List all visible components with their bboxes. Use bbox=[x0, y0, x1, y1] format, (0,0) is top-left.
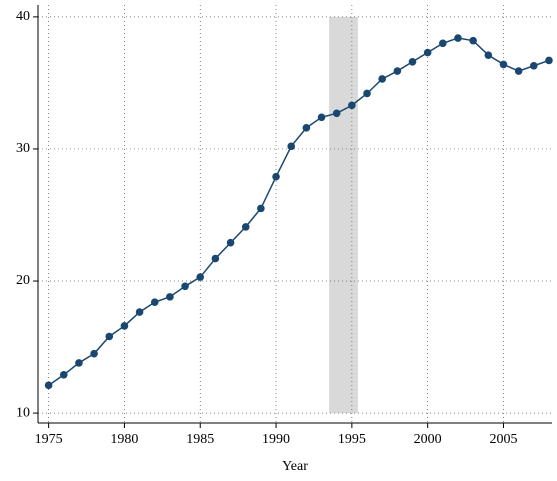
data-point bbox=[272, 172, 280, 181]
y-tick-label: 40 bbox=[16, 9, 30, 24]
data-point bbox=[105, 332, 114, 341]
x-tick-label: 2005 bbox=[489, 432, 517, 447]
data-point bbox=[302, 124, 311, 132]
data-point bbox=[439, 39, 447, 48]
data-point bbox=[393, 67, 402, 75]
data-point bbox=[257, 204, 265, 213]
data-point bbox=[317, 113, 326, 122]
data-line bbox=[48, 37, 550, 386]
data-point bbox=[241, 223, 250, 231]
shaded-region bbox=[329, 16, 358, 414]
y-tick-label: 10 bbox=[16, 405, 30, 420]
data-point bbox=[332, 109, 341, 118]
data-point bbox=[469, 36, 477, 45]
data-point bbox=[90, 349, 98, 358]
data-point bbox=[530, 61, 538, 70]
data-point bbox=[454, 34, 462, 42]
x-tick-label: 1985 bbox=[186, 432, 214, 447]
y-tick-label: 20 bbox=[16, 273, 30, 288]
data-point bbox=[181, 282, 189, 291]
data-point bbox=[150, 298, 159, 306]
x-tick-label: 1995 bbox=[338, 432, 366, 447]
data-point bbox=[226, 238, 235, 247]
x-axis-label: Year bbox=[282, 459, 308, 474]
data-point bbox=[514, 67, 523, 75]
x-tick-label: 1975 bbox=[35, 432, 63, 447]
data-point bbox=[135, 308, 144, 316]
data-point bbox=[166, 293, 174, 301]
data-point bbox=[348, 101, 356, 110]
data-point bbox=[423, 48, 432, 57]
data-point bbox=[363, 89, 371, 98]
data-point bbox=[196, 273, 205, 281]
data-point bbox=[75, 359, 83, 367]
data-point bbox=[44, 381, 53, 390]
data-point bbox=[287, 142, 296, 151]
data-point bbox=[120, 322, 129, 330]
x-tick-label: 1980 bbox=[110, 432, 138, 447]
data-point bbox=[499, 60, 508, 69]
data-point bbox=[484, 51, 493, 59]
data-point bbox=[545, 56, 553, 65]
data-point bbox=[59, 370, 68, 379]
x-tick-label: 2000 bbox=[414, 432, 442, 447]
data-point bbox=[408, 57, 417, 66]
x-tick-label: 1990 bbox=[262, 432, 290, 447]
y-tick-label: 30 bbox=[16, 141, 30, 156]
data-point bbox=[378, 75, 386, 83]
data-point bbox=[211, 254, 220, 263]
